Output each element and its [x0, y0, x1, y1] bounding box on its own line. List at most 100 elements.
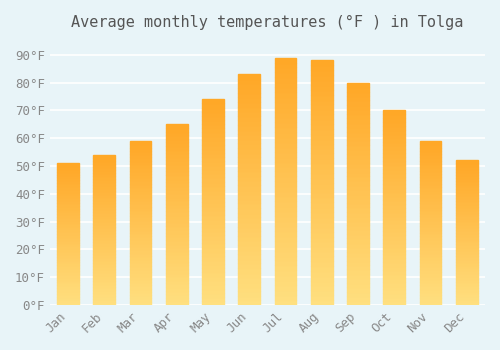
Bar: [384, 110, 405, 114]
Bar: [347, 283, 369, 287]
Bar: [94, 287, 115, 290]
Bar: [347, 238, 369, 243]
Bar: [202, 198, 224, 202]
Bar: [166, 254, 188, 258]
Bar: [238, 236, 260, 240]
Bar: [420, 206, 442, 210]
Bar: [456, 230, 477, 233]
Bar: [94, 164, 115, 167]
Bar: [420, 216, 442, 220]
Bar: [274, 221, 296, 226]
Bar: [420, 144, 442, 148]
Bar: [420, 203, 442, 206]
Bar: [347, 265, 369, 270]
Bar: [456, 181, 477, 184]
Bar: [238, 268, 260, 273]
Bar: [166, 142, 188, 146]
Bar: [57, 299, 79, 302]
Bar: [57, 271, 79, 274]
Bar: [384, 231, 405, 235]
Bar: [384, 141, 405, 146]
Bar: [347, 292, 369, 296]
Bar: [57, 197, 79, 200]
Bar: [347, 118, 369, 122]
Bar: [130, 203, 152, 206]
Bar: [274, 172, 296, 176]
Bar: [456, 172, 477, 175]
Bar: [57, 282, 79, 285]
Bar: [166, 280, 188, 284]
Bar: [384, 146, 405, 149]
Bar: [384, 114, 405, 118]
Bar: [311, 99, 332, 104]
Bar: [456, 212, 477, 215]
Bar: [311, 129, 332, 134]
Bar: [130, 266, 152, 269]
Bar: [274, 186, 296, 191]
Bar: [311, 251, 332, 256]
Bar: [94, 227, 115, 230]
Bar: [420, 289, 442, 292]
Bar: [130, 285, 152, 289]
Bar: [456, 241, 477, 244]
Bar: [238, 250, 260, 254]
Bar: [57, 268, 79, 271]
Bar: [456, 187, 477, 189]
Bar: [384, 134, 405, 138]
Bar: [384, 130, 405, 134]
Bar: [238, 245, 260, 250]
Bar: [94, 272, 115, 275]
Bar: [130, 190, 152, 194]
Bar: [311, 65, 332, 70]
Bar: [202, 260, 224, 264]
Bar: [94, 257, 115, 260]
Bar: [347, 274, 369, 278]
Bar: [57, 217, 79, 220]
Bar: [456, 227, 477, 230]
Bar: [57, 206, 79, 209]
Bar: [420, 200, 442, 203]
Bar: [347, 252, 369, 256]
Bar: [311, 80, 332, 85]
Bar: [94, 296, 115, 299]
Bar: [311, 207, 332, 212]
Bar: [456, 282, 477, 285]
Bar: [384, 192, 405, 196]
Bar: [384, 262, 405, 266]
Bar: [166, 236, 188, 240]
Bar: [347, 181, 369, 185]
Bar: [420, 158, 442, 161]
Bar: [274, 196, 296, 201]
Bar: [311, 158, 332, 163]
Bar: [274, 152, 296, 156]
Bar: [347, 96, 369, 100]
Bar: [420, 259, 442, 262]
Bar: [456, 166, 477, 169]
Bar: [420, 249, 442, 253]
Bar: [238, 194, 260, 199]
Bar: [456, 169, 477, 172]
Bar: [57, 211, 79, 214]
Bar: [166, 225, 188, 229]
Bar: [420, 239, 442, 243]
Bar: [202, 107, 224, 112]
Bar: [420, 180, 442, 184]
Bar: [130, 253, 152, 256]
Bar: [238, 176, 260, 180]
Bar: [274, 265, 296, 271]
Bar: [238, 199, 260, 203]
Bar: [384, 278, 405, 282]
Bar: [94, 179, 115, 182]
Bar: [347, 83, 369, 87]
Bar: [420, 177, 442, 180]
Bar: [202, 276, 224, 280]
Bar: [420, 243, 442, 246]
Bar: [456, 221, 477, 224]
Bar: [384, 270, 405, 274]
Bar: [202, 206, 224, 210]
Bar: [420, 262, 442, 266]
Bar: [57, 163, 79, 166]
Bar: [311, 241, 332, 246]
Bar: [456, 299, 477, 302]
Bar: [420, 213, 442, 216]
